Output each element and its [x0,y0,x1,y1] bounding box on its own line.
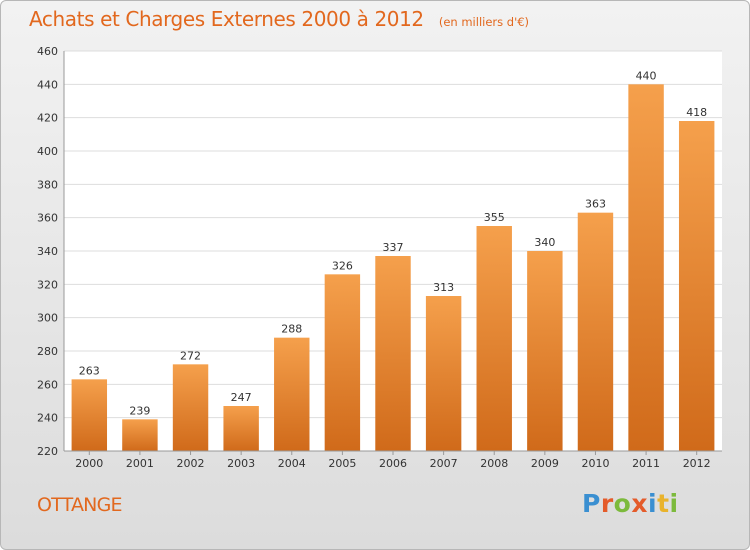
bar-2011 [628,84,664,451]
x-tick-label: 2006 [379,457,407,470]
y-tick-label: 440 [37,78,58,91]
x-tick-label: 2001 [126,457,154,470]
bar-2009 [527,251,563,451]
bar-2008 [476,226,512,451]
y-tick-label: 420 [37,112,58,125]
logo-letter: o [613,489,632,518]
bar-2000 [71,379,108,451]
x-tick-label: 2003 [227,457,255,470]
bar-2004 [274,337,310,451]
bar-value-label: 418 [686,106,707,119]
bar-2006 [375,256,411,451]
y-tick-label: 360 [37,212,58,225]
bar-value-label: 247 [231,391,252,404]
bar-2012 [678,121,715,451]
bar-value-label: 440 [636,69,657,82]
y-tick-label: 260 [37,378,58,391]
chart-title: Achats et Charges Externes 2000 à 2012 [29,7,424,31]
bar-2005 [324,274,361,451]
bar-value-label: 239 [129,404,150,417]
logo-letter: P [582,489,601,518]
x-tick-label: 2009 [531,457,559,470]
logo-letter: i [669,489,679,518]
x-tick-label: 2007 [430,457,458,470]
y-tick-label: 280 [37,345,58,358]
logo-letter: t [657,489,670,518]
x-tick-label: 2002 [177,457,205,470]
bar-value-label: 272 [180,349,201,362]
bar-value-label: 340 [534,236,555,249]
bar-2001 [122,419,158,451]
logo-letter: x [631,489,648,518]
y-tick-label: 320 [37,278,58,291]
title-row: Achats et Charges Externes 2000 à 2012 (… [29,7,529,31]
bar-value-label: 313 [433,281,454,294]
bar-value-label: 363 [585,198,606,211]
bar-value-label: 355 [484,211,505,224]
bar-value-label: 288 [281,323,302,336]
logo-letter: r [600,489,614,518]
x-tick-label: 2011 [632,457,660,470]
logo-letter: i [648,489,658,518]
bar-value-label: 337 [383,241,404,254]
bar-2010 [577,212,614,451]
y-tick-label: 240 [37,412,58,425]
x-tick-label: 2000 [75,457,103,470]
x-tick-label: 2005 [328,457,356,470]
chart-subtitle: (en milliers d'€) [438,15,530,29]
y-tick-label: 220 [37,445,58,458]
x-tick-label: 2012 [683,457,711,470]
x-tick-label: 2008 [480,457,508,470]
bar-2007 [425,296,462,451]
y-tick-label: 340 [37,245,58,258]
bar-value-label: 326 [332,259,353,272]
bar-2003 [223,406,259,451]
y-tick-label: 380 [37,178,58,191]
x-tick-label: 2004 [278,457,306,470]
bar-2002 [172,364,209,451]
commune-name: OTTANGE [37,494,123,516]
proxiti-logo: Proxiti [582,489,679,518]
bar-value-label: 263 [79,364,100,377]
y-tick-label: 400 [37,145,58,158]
y-tick-label: 300 [37,312,58,325]
y-tick-label: 460 [37,45,58,58]
x-tick-label: 2010 [581,457,609,470]
